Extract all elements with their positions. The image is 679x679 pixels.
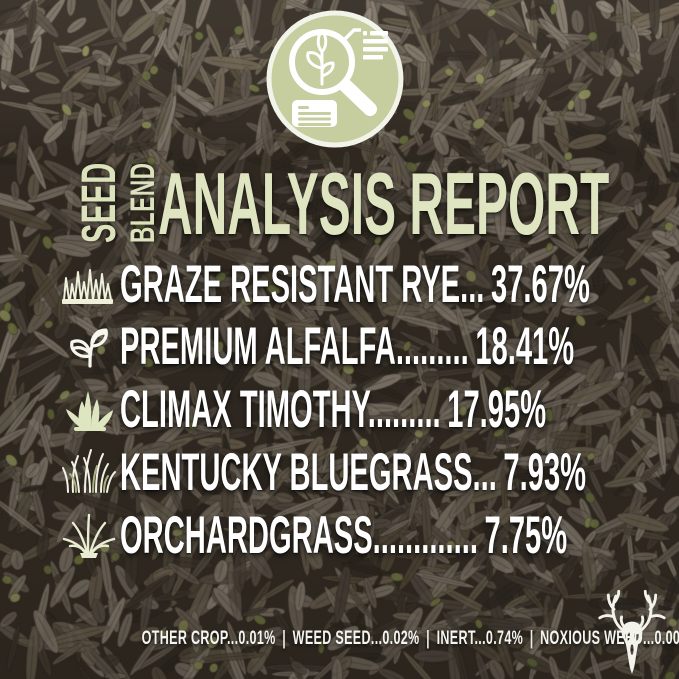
ingredient-label: KENTUCKY BLUEGRASS... xyxy=(120,443,497,502)
ingredient-text: PREMIUM ALFALFA......... 18.41% xyxy=(120,320,574,373)
footer-separator: | xyxy=(529,628,534,649)
report-lines-icon xyxy=(363,31,388,60)
ingredient-label: GRAZE RESISTANT RYE... xyxy=(120,255,485,314)
ingredient-row: ORCHARDGRASS............. 7.75% xyxy=(60,505,660,562)
footer-separator: | xyxy=(426,628,430,649)
seed-analysis-magnifier-icon xyxy=(266,10,404,148)
alfalfa-sprout-icon xyxy=(70,328,108,368)
footer-inert: INERT...0.74% xyxy=(436,628,524,649)
ingredient-row: PREMIUM ALFALFA......... 18.41% xyxy=(60,316,660,373)
ingredient-value: 18.41% xyxy=(475,317,575,376)
footer-text: OTHER CROP...0.01% | WEED SEED...0.02% | INE… xyxy=(142,628,679,650)
ingredient-text: ORCHARDGRASS............. 7.75% xyxy=(120,509,567,562)
ingredient-row: KENTUCKY BLUEGRASS... 7.93% xyxy=(60,442,660,499)
timothy-grass-icon xyxy=(66,391,113,431)
ingredient-text: KENTUCKY BLUEGRASS... 7.93% xyxy=(120,446,586,499)
footer-weed-seed: WEED SEED...0.02% xyxy=(292,628,420,649)
ingredient-value: 17.95% xyxy=(447,380,547,439)
ingredient-value: 7.93% xyxy=(503,443,587,502)
ingredient-label: ORCHARDGRASS............. xyxy=(120,506,478,565)
ingredient-value: 7.75% xyxy=(484,506,568,565)
bluegrass-icon xyxy=(62,449,116,493)
ingredient-row: CLIMAX TIMOTHY......... 17.95% xyxy=(60,379,660,436)
footer-other-crop: OTHER CROP...0.01% xyxy=(141,628,276,649)
ingredient-label: PREMIUM ALFALFA......... xyxy=(120,317,469,376)
document-icon xyxy=(292,100,337,127)
footer-analysis-line: OTHER CROP...0.01% | WEED SEED...0.02% | INE… xyxy=(0,628,679,650)
title-vertical-seed: SEED xyxy=(73,162,126,243)
ingredient-text: CLIMAX TIMOTHY......... 17.95% xyxy=(120,383,546,436)
ingredient-value: 37.67% xyxy=(491,255,590,314)
ingredient-row: GRAZE RESISTANT RYE... 37.67% xyxy=(60,254,660,311)
rye-grass-icon xyxy=(62,269,113,304)
ingredient-text: GRAZE RESISTANT RYE... 37.67% xyxy=(120,258,590,311)
deer-skull-antlers-icon xyxy=(598,589,666,674)
footer-noxious-weed: NOXIOUS WEED...0.00% xyxy=(540,628,679,649)
footer-separator: | xyxy=(282,628,287,649)
page-title: ANALYSIS REPORT xyxy=(158,154,610,253)
ingredient-label: CLIMAX TIMOTHY......... xyxy=(120,380,441,439)
orchardgrass-icon xyxy=(62,513,116,558)
